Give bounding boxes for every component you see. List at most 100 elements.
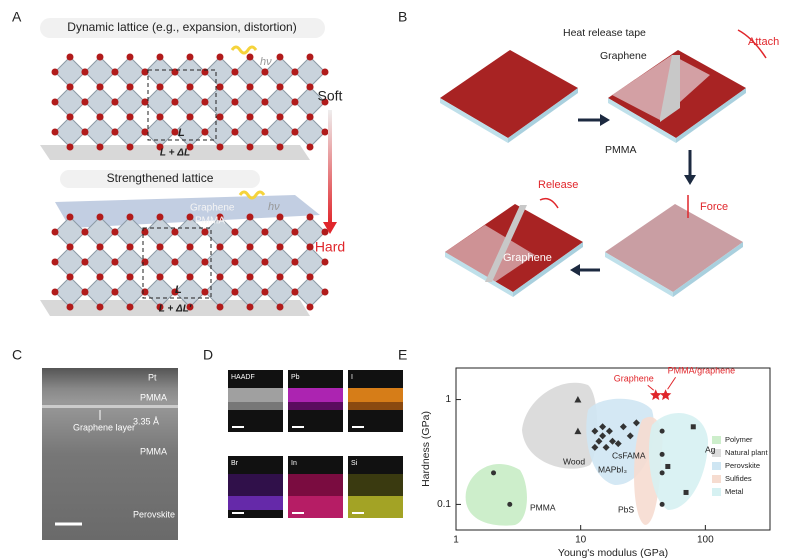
point — [659, 501, 665, 507]
arrow-head — [684, 175, 696, 185]
point — [659, 470, 665, 476]
atom — [81, 288, 89, 296]
arrow-head — [600, 114, 610, 126]
atom — [216, 113, 224, 121]
point — [591, 443, 599, 451]
atom — [51, 258, 59, 266]
atom — [306, 243, 314, 251]
atom — [141, 128, 149, 136]
octahedron — [294, 116, 326, 148]
atom — [321, 228, 329, 236]
atom — [306, 303, 314, 311]
atom — [66, 83, 74, 91]
atom — [246, 83, 254, 91]
panel-label: E — [398, 347, 407, 363]
octahedron — [84, 246, 116, 278]
point — [602, 443, 610, 451]
point — [665, 463, 671, 469]
atom — [156, 83, 164, 91]
x-axis-label: Young's modulus (GPa) — [558, 547, 668, 559]
atom — [156, 113, 164, 121]
atom — [261, 258, 269, 266]
octahedron — [84, 86, 116, 118]
atom — [231, 288, 239, 296]
x-tick-label: 10 — [575, 535, 587, 546]
annotation: Graphene — [614, 374, 654, 384]
substrate — [40, 145, 310, 160]
stack — [605, 204, 743, 292]
annotation: Wood — [563, 456, 585, 466]
octahedron — [264, 86, 296, 118]
point — [599, 432, 607, 440]
atom — [96, 243, 104, 251]
atom — [201, 128, 209, 136]
octahedron — [114, 246, 146, 278]
atom — [246, 113, 254, 121]
substrate — [445, 252, 513, 297]
panel-label: B — [398, 9, 407, 25]
arrow-head — [323, 222, 337, 234]
label: L — [178, 127, 185, 139]
label: PMMA — [195, 216, 225, 227]
atom — [306, 83, 314, 91]
atom — [81, 98, 89, 106]
label: PMMA — [140, 392, 167, 402]
atom — [261, 128, 269, 136]
atom — [321, 98, 329, 106]
atom — [141, 68, 149, 76]
octahedron — [264, 246, 296, 278]
atom — [246, 243, 254, 251]
point — [659, 451, 665, 457]
atom — [81, 68, 89, 76]
octahedron — [204, 116, 236, 148]
atom — [306, 143, 314, 151]
annotation: CsFAMA — [612, 450, 646, 460]
atom — [126, 273, 134, 281]
attach-arrow — [737, 29, 767, 59]
arrow-head — [570, 264, 580, 276]
atom — [126, 243, 134, 251]
label: L + ΔL — [160, 148, 190, 159]
label: Attach — [748, 36, 779, 48]
atom — [96, 113, 104, 121]
title-pill — [60, 170, 260, 188]
atom — [111, 258, 119, 266]
unit-cell-box — [142, 227, 212, 299]
panel-label: D — [203, 347, 213, 363]
atom — [216, 273, 224, 281]
tape — [660, 55, 680, 122]
label: L — [175, 284, 182, 296]
light-wave — [238, 190, 266, 200]
substrate — [673, 242, 743, 297]
label: Pt — [148, 372, 157, 382]
atom — [156, 53, 164, 61]
eds-layer — [228, 474, 283, 496]
atom — [246, 213, 254, 221]
eds-layer — [348, 388, 403, 402]
atom — [291, 258, 299, 266]
tile-label: Pb — [291, 374, 300, 381]
atom — [171, 98, 179, 106]
atom — [171, 288, 179, 296]
label: PMMA — [140, 446, 167, 456]
legend-swatch — [712, 449, 721, 457]
atom — [81, 258, 89, 266]
substrate — [508, 88, 578, 143]
point — [609, 437, 617, 445]
point — [614, 440, 622, 448]
x-tick-label: 1 — [453, 535, 459, 546]
atom — [81, 128, 89, 136]
tile-label: Br — [231, 460, 239, 467]
atom — [216, 83, 224, 91]
atom — [171, 258, 179, 266]
atom — [291, 288, 299, 296]
annotation: PbS — [618, 504, 634, 514]
point — [507, 501, 513, 507]
atom — [186, 303, 194, 311]
tile-label: Si — [351, 460, 358, 467]
atom — [111, 98, 119, 106]
octahedron — [114, 86, 146, 118]
point — [605, 427, 613, 435]
interface — [42, 405, 178, 408]
